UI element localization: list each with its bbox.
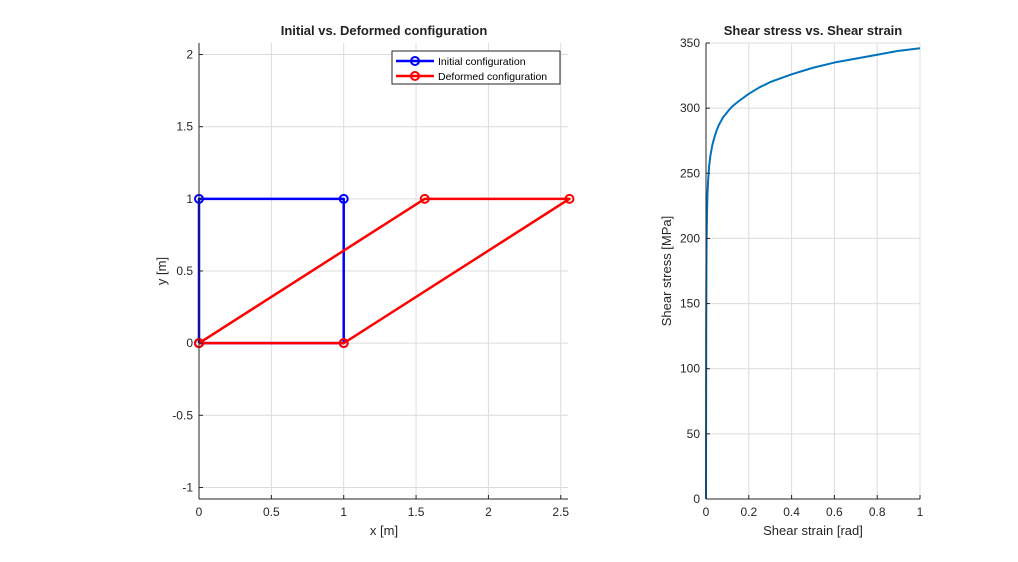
x-tick-label: 1.5 (408, 505, 425, 519)
chart-title-configuration: Initial vs. Deformed configuration (281, 23, 488, 38)
x-tick-label: 0.8 (869, 505, 886, 519)
y-tick-label: 2 (186, 48, 193, 62)
series-line-deformed-configuration (198, 197, 571, 345)
y-tick-label: 350 (680, 36, 700, 50)
series-line-series-1 (705, 47, 921, 500)
data-point-deformed-configuration (338, 338, 349, 349)
series-group-shear (705, 47, 921, 500)
chart-configuration: 0 0.5 1 1.5 2 2.5 -1 -0.5 0 0.5 1 1.5 2 Initial vs.… (154, 23, 575, 538)
x-tick-label: 0.5 (263, 505, 280, 519)
legend: Initial configuration Deformed configura… (391, 50, 561, 85)
y-tick-label: -0.5 (172, 408, 193, 422)
x-tick-label: 2.5 (552, 505, 569, 519)
x-tick-labels-configuration: 0 0.5 1 1.5 2 2.5 (196, 505, 570, 519)
y-tick-label: 1 (186, 192, 193, 206)
legend-label-deformed: Deformed configuration (438, 71, 547, 83)
x-tick-label: 1 (917, 505, 924, 519)
y-tick-label: -1 (182, 480, 193, 494)
data-point-initial-configuration (338, 193, 349, 204)
y-axis-label-shear: Shear stress [MPa] (659, 216, 674, 327)
axes-shear (705, 42, 921, 500)
x-tick-labels-shear: 0 0.2 0.4 0.6 0.8 1 (703, 505, 924, 519)
x-axis-label-shear: Shear strain [rad] (763, 523, 863, 538)
y-tick-labels-shear: 0 50 100 150 200 250 300 350 (680, 36, 700, 506)
plot-area-shear (706, 43, 920, 499)
y-tick-labels-configuration: -1 -0.5 0 0.5 1 1.5 2 (172, 48, 193, 495)
y-tick-label: 150 (680, 297, 700, 311)
y-axis-label-configuration: y [m] (154, 257, 169, 285)
x-tick-label: 0.2 (740, 505, 757, 519)
chart-shear: 0 0.2 0.4 0.6 0.8 1 0 50 100 150 200 250 300 350 She… (659, 23, 924, 538)
axes-configuration (198, 43, 568, 500)
x-tick-label: 0 (703, 505, 710, 519)
y-tick-label: 0 (186, 336, 193, 350)
y-tick-label: 250 (680, 166, 700, 180)
y-tick-label: 200 (680, 231, 700, 245)
legend-label-initial: Initial configuration (438, 56, 526, 68)
gridlines-configuration (198, 43, 568, 499)
y-tick-label: 0 (693, 492, 700, 506)
y-tick-label: 300 (680, 101, 700, 115)
x-axis-label-configuration: x [m] (370, 523, 398, 538)
legend-marker-deformed (410, 71, 420, 81)
y-tick-label: 1.5 (176, 120, 193, 134)
data-point-deformed-configuration (419, 193, 430, 204)
x-tick-label: 0 (196, 505, 203, 519)
x-tick-label: 1 (340, 505, 347, 519)
y-tick-label: 0.5 (176, 264, 193, 278)
x-tick-label: 0.4 (783, 505, 800, 519)
y-tick-label: 50 (687, 427, 701, 441)
legend-box (391, 50, 561, 85)
x-tick-label: 2 (485, 505, 492, 519)
y-tick-label: 100 (680, 362, 700, 376)
chart-title-shear: Shear stress vs. Shear strain (724, 23, 903, 38)
x-tick-label: 0.6 (826, 505, 843, 519)
legend-marker-initial (410, 56, 420, 66)
data-point-deformed-configuration (564, 193, 575, 204)
